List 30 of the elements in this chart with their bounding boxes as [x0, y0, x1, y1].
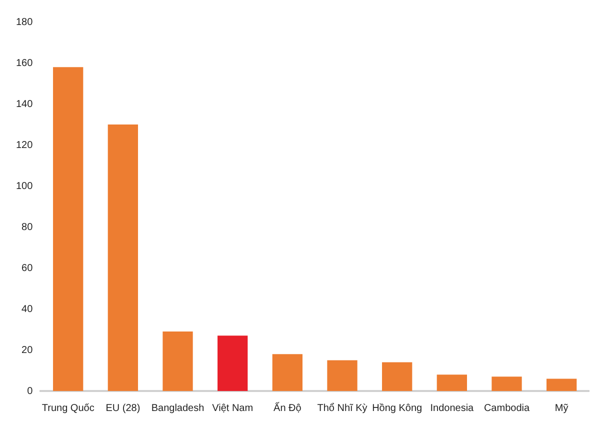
y-tick-label: 80 — [22, 222, 34, 233]
bar — [162, 332, 193, 391]
y-tick-label: 20 — [22, 344, 34, 356]
bar — [218, 336, 248, 391]
x-tick-label: Indonesia — [430, 402, 474, 414]
bar — [436, 374, 467, 391]
x-tick-label: Hồng Kông — [372, 402, 422, 414]
y-tick-label: 60 — [22, 262, 34, 274]
x-tick-label: EU (28) — [106, 402, 140, 414]
bar — [108, 124, 138, 391]
x-tick-label: Thổ Nhĩ Kỳ — [317, 402, 368, 414]
bar — [382, 362, 412, 391]
y-tick-label: 100 — [16, 180, 34, 192]
x-tick-label: Việt Nam — [212, 402, 254, 414]
bar — [53, 67, 84, 391]
x-tick-label: Cambodia — [484, 402, 530, 414]
bar — [546, 378, 577, 391]
y-tick-label: 140 — [16, 98, 34, 110]
x-tick-label: Trung Quốc — [42, 402, 94, 414]
x-tick-label: Ấn Độ — [274, 402, 302, 414]
x-tick-label: Bangladesh — [151, 402, 204, 414]
bar — [492, 376, 522, 391]
y-tick-label: 160 — [16, 58, 34, 69]
y-tick-label: 0 — [27, 386, 34, 397]
y-tick-label: 120 — [16, 140, 34, 151]
y-tick-label: 180 — [16, 16, 34, 28]
bar — [327, 360, 358, 391]
bar — [272, 354, 303, 391]
x-tick-label: Mỹ — [554, 402, 568, 414]
y-tick-label: 40 — [22, 304, 34, 315]
